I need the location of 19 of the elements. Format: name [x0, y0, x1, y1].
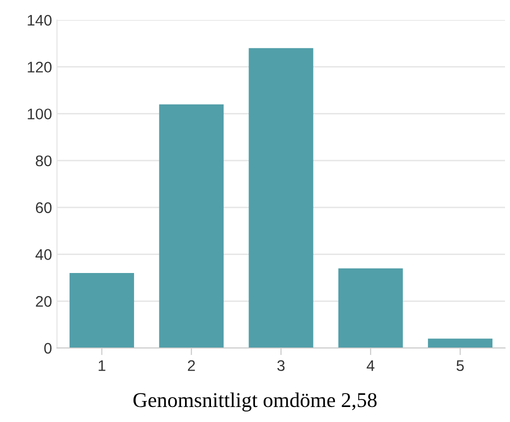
x-tick-label: 2 [188, 360, 195, 371]
y-tick-label: 0 [44, 342, 52, 354]
x-tick-label: 3 [277, 360, 285, 372]
y-tick-label: 60 [36, 202, 52, 214]
bar [159, 104, 224, 348]
y-tick-label: 80 [36, 155, 52, 166]
bar [248, 48, 314, 348]
y-tick-label: 20 [36, 296, 52, 307]
text: Genomsnittligt omdöme 2,58 [133, 392, 377, 412]
y-tick-label: 100 [28, 108, 52, 120]
x-tick-label: 4 [366, 360, 374, 371]
y-tick-label: 120 [28, 62, 52, 73]
bar [338, 268, 403, 348]
y-tick-label: 140 [28, 14, 52, 26]
y-tick-label: 40 [36, 249, 52, 260]
x-tick-label: 1 [98, 360, 106, 371]
x-tick-label: 5 [456, 360, 464, 372]
bar [428, 338, 492, 348]
bar [70, 273, 134, 348]
